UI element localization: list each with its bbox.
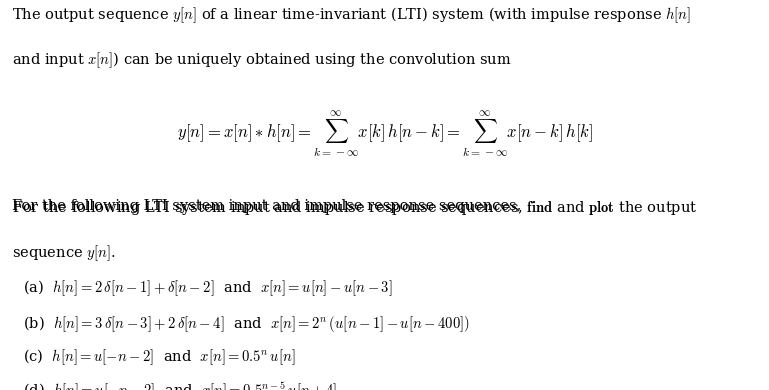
- Text: (c)  $h[n] = u[-n-2]$  and  $x[n] = 0.5^n\, u[n]$: (c) $h[n] = u[-n-2]$ and $x[n] = 0.5^n\,…: [23, 347, 295, 367]
- Text: (d)  $h[n] = u[-n-2]$  and  $x[n] = 0.5^{n-5}\, u[n+4].$: (d) $h[n] = u[-n-2]$ and $x[n] = 0.5^{n-…: [23, 380, 341, 390]
- Text: (b)  $h[n] = 3\,\delta[n-3] + 2\,\delta[n-4]$  and  $x[n] = 2^n\, (u[n-1] - u[n-: (b) $h[n] = 3\,\delta[n-3] + 2\,\delta[n…: [23, 314, 470, 334]
- Text: For the following LTI system input and impulse response sequences, $\mathbf{find: For the following LTI system input and i…: [12, 199, 697, 217]
- Text: (a)  $h[n] = 2\,\delta[n-1] + \delta[n-2]$  and  $x[n] = u[n] - u[n-3]$: (a) $h[n] = 2\,\delta[n-1] + \delta[n-2]…: [23, 279, 393, 298]
- Text: and input $x[n]$) can be uniquely obtained using the convolution sum: and input $x[n]$) can be uniquely obtain…: [12, 51, 511, 70]
- Text: For the following LTI system input and impulse response sequences,: For the following LTI system input and i…: [12, 199, 525, 213]
- Text: sequence $y[n]$.: sequence $y[n]$.: [12, 244, 115, 263]
- Text: The output sequence $y[n]$ of a linear time-invariant (LTI) system (with impulse: The output sequence $y[n]$ of a linear t…: [12, 6, 691, 25]
- Text: $y[n] = x[n] \ast h[n] = \sum_{k=-\infty}^{\infty} x[k]\, h[n-k] = \sum_{k=-\inf: $y[n] = x[n] \ast h[n] = \sum_{k=-\infty…: [177, 109, 592, 159]
